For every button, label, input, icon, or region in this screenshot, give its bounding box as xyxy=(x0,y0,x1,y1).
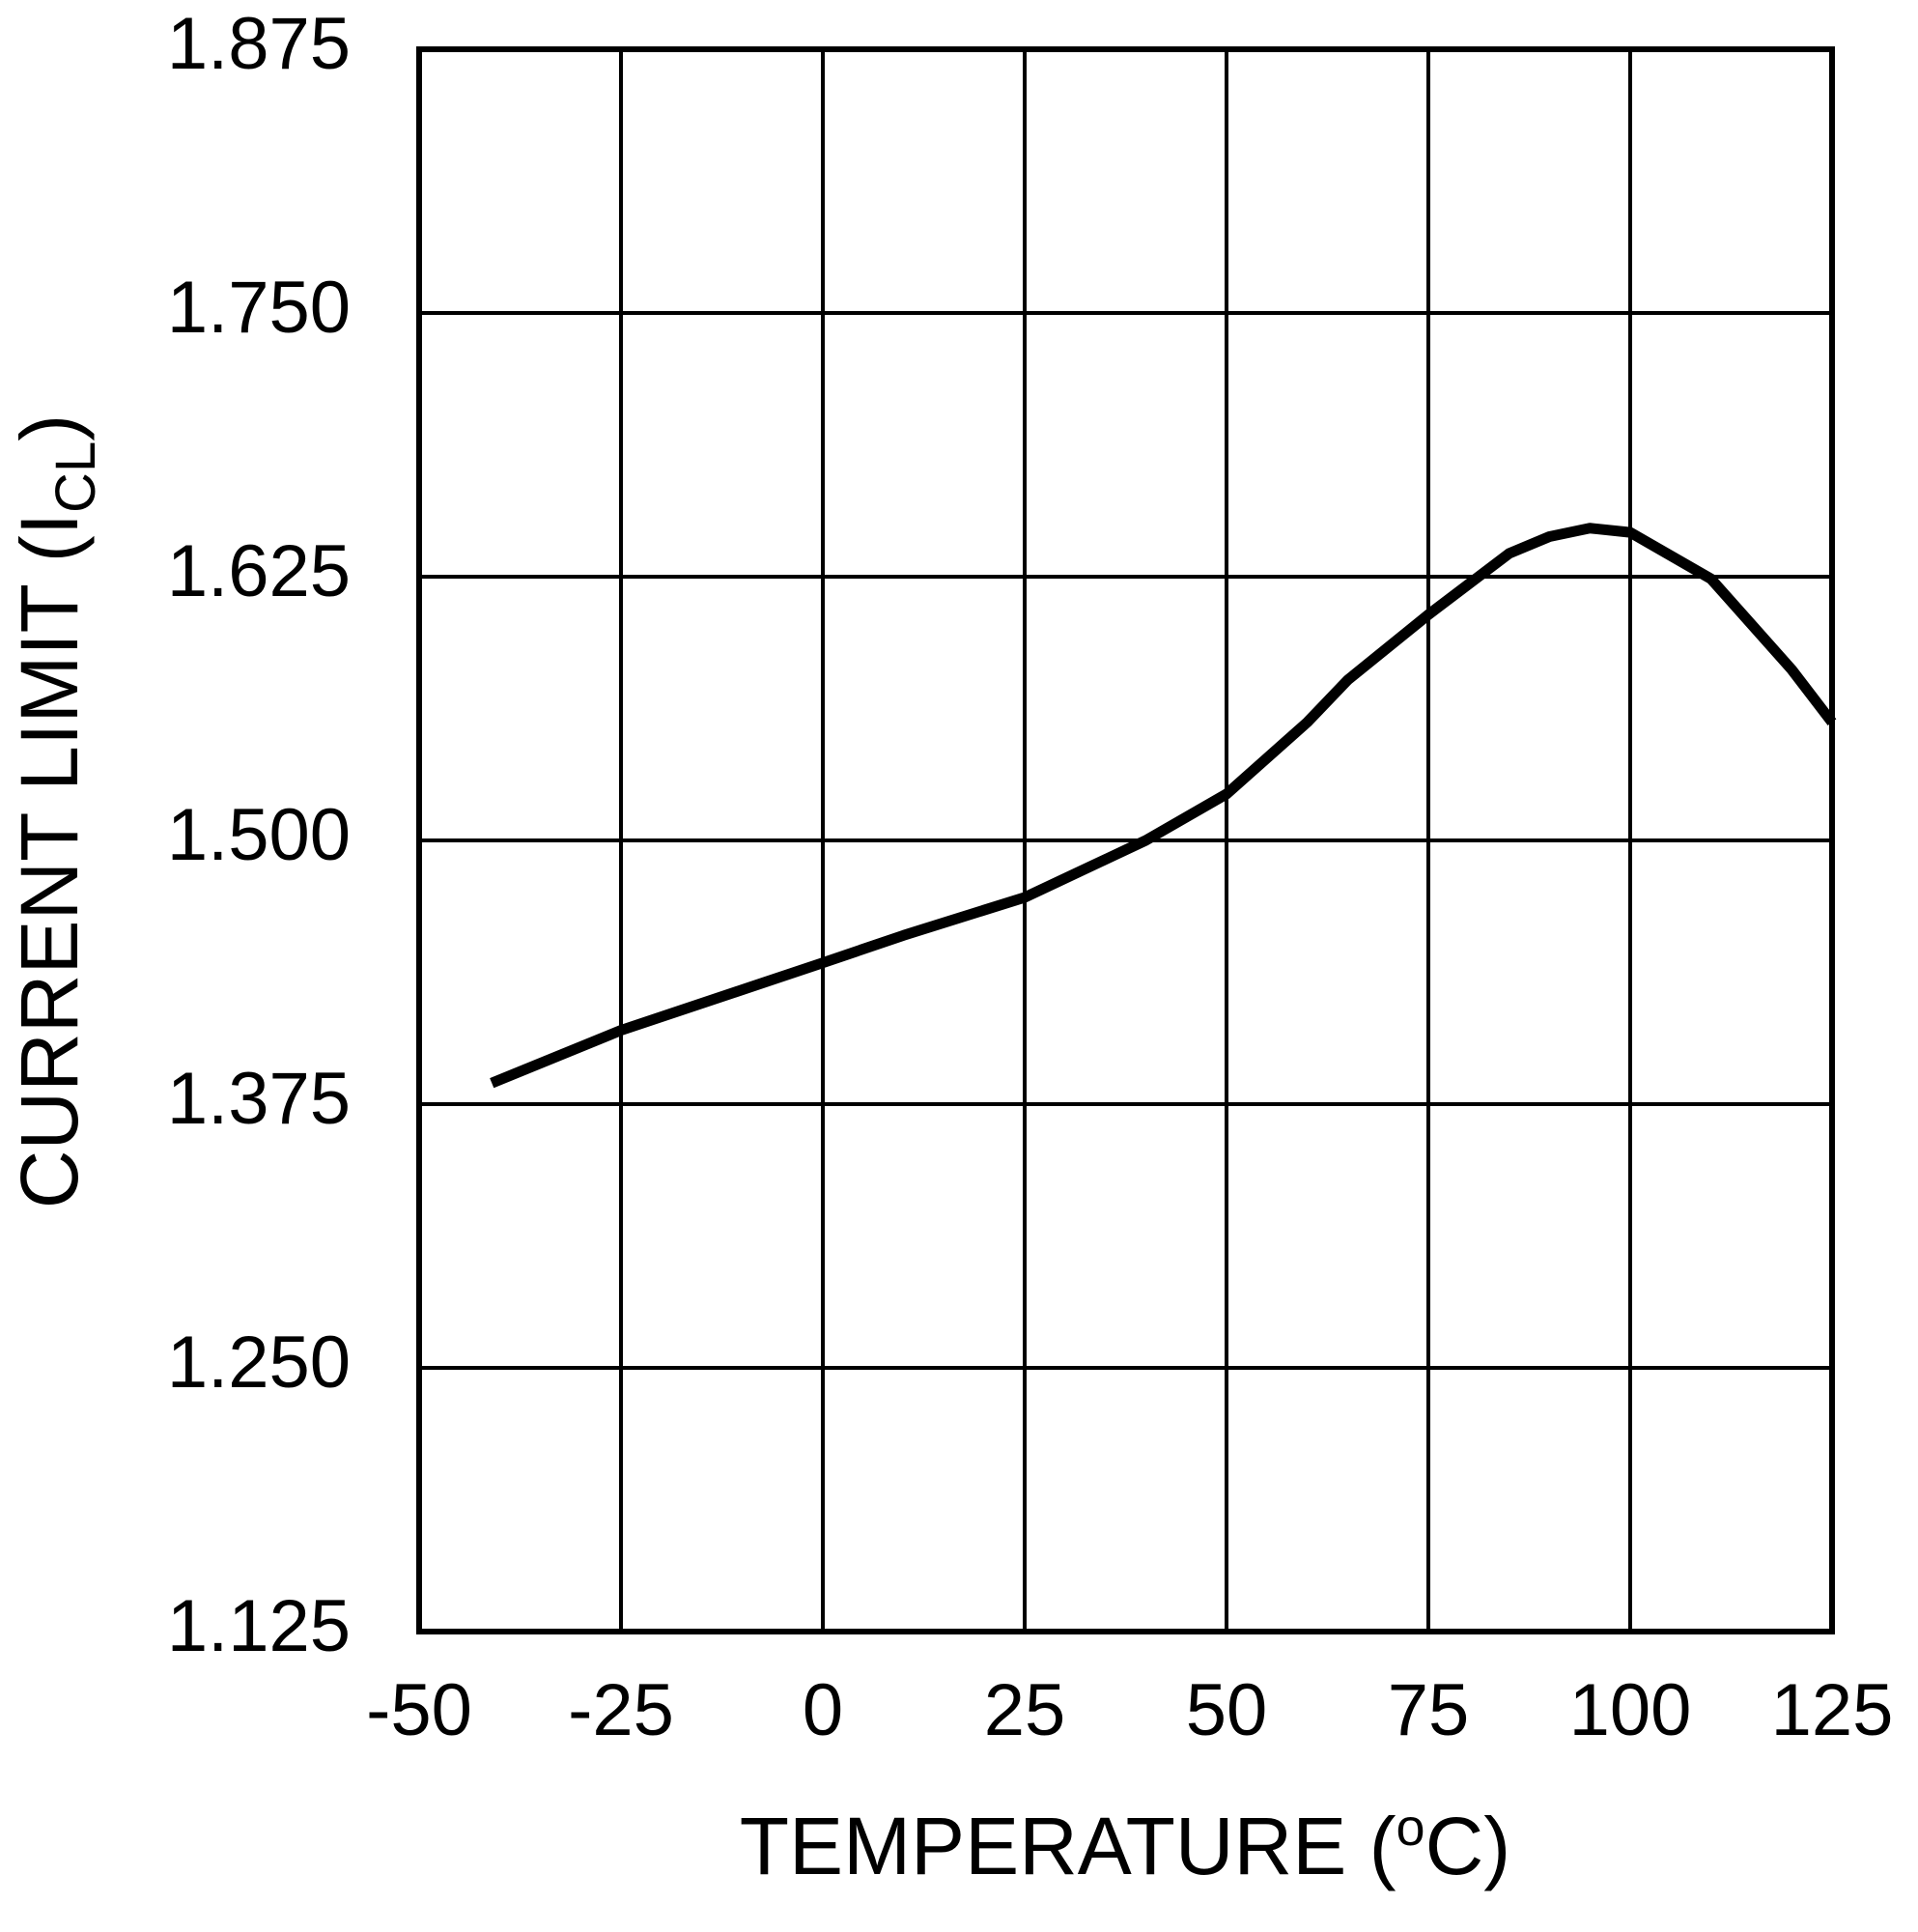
x-title-text: TEMPERATURE ( xyxy=(740,1801,1396,1891)
y-tick-label: 1.375 xyxy=(167,1058,351,1140)
data-line xyxy=(490,523,1837,1089)
x-axis-title: TEMPERATURE (oC) xyxy=(740,1799,1510,1891)
y-tick-label: 1.500 xyxy=(167,794,351,876)
y-tick-label: 1.875 xyxy=(167,3,351,85)
y-tick-label: 1.250 xyxy=(167,1321,351,1404)
x-tick-label: -50 xyxy=(366,1669,472,1751)
y-title-sub: CL xyxy=(44,441,107,513)
y-tick-label: 1.625 xyxy=(167,530,351,612)
x-title-sup: o xyxy=(1396,1799,1425,1857)
x-title-suffix: C) xyxy=(1425,1801,1511,1891)
x-tick-label: 125 xyxy=(1771,1669,1894,1751)
y-tick-label: 1.750 xyxy=(167,267,351,349)
y-axis-title: CURRENT LIMIT (ICL) xyxy=(4,414,107,1208)
x-tick-label: 25 xyxy=(984,1669,1066,1751)
x-tick-label: -25 xyxy=(568,1669,674,1751)
plot-frame xyxy=(416,46,1835,1634)
y-title-text: CURRENT LIMIT (I xyxy=(4,513,95,1208)
y-title-suffix: ) xyxy=(4,414,95,441)
x-tick-label: 100 xyxy=(1569,1669,1692,1751)
y-tick-label: 1.125 xyxy=(167,1585,351,1667)
x-tick-label: 0 xyxy=(803,1669,843,1751)
x-tick-label: 50 xyxy=(1186,1669,1268,1751)
x-tick-label: 75 xyxy=(1388,1669,1470,1751)
